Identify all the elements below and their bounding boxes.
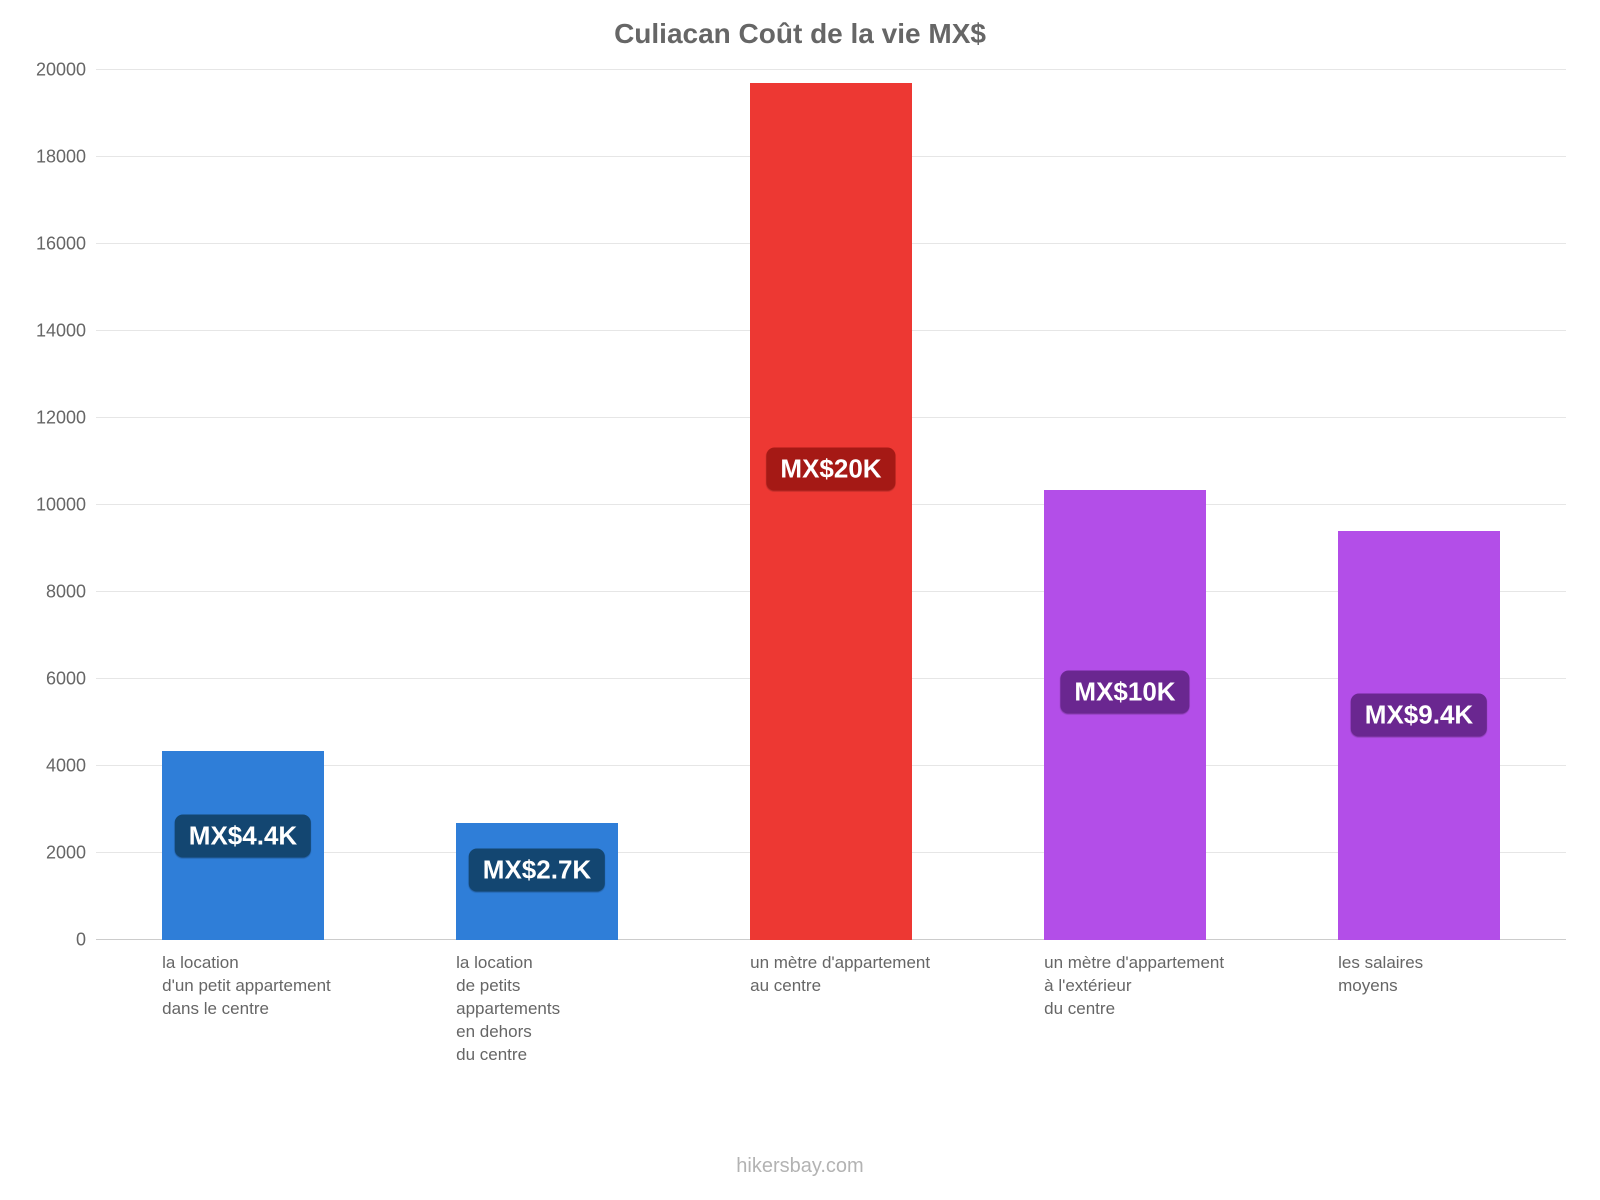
bar — [1044, 490, 1206, 940]
x-tick-label: un mètre d'appartement au centre — [750, 940, 1029, 998]
bar — [750, 83, 912, 940]
value-badge: MX$9.4K — [1351, 694, 1487, 737]
chart-title: Culiacan Coût de la vie MX$ — [0, 18, 1600, 50]
x-tick-label: la location d'un petit appartement dans … — [162, 940, 441, 1021]
y-tick-label: 16000 — [36, 234, 96, 255]
value-badge: MX$4.4K — [175, 814, 311, 857]
x-tick-label: les salaires moyens — [1338, 940, 1600, 998]
chart-caption: hikersbay.com — [0, 1155, 1600, 1178]
value-badge: MX$20K — [766, 447, 895, 490]
y-tick-label: 0 — [76, 930, 96, 951]
gridline — [96, 69, 1566, 70]
y-tick-label: 20000 — [36, 60, 96, 81]
plot-area: 0200040006000800010000120001400016000180… — [96, 70, 1566, 940]
x-tick-label: un mètre d'appartement à l'extérieur du … — [1044, 940, 1323, 1021]
y-tick-label: 10000 — [36, 495, 96, 516]
value-badge: MX$2.7K — [469, 849, 605, 892]
y-tick-label: 2000 — [46, 843, 96, 864]
x-tick-label: la location de petits appartements en de… — [456, 940, 735, 1067]
y-tick-label: 6000 — [46, 669, 96, 690]
value-badge: MX$10K — [1060, 671, 1189, 714]
y-tick-label: 8000 — [46, 582, 96, 603]
y-tick-label: 12000 — [36, 408, 96, 429]
y-tick-label: 18000 — [36, 147, 96, 168]
cost-of-living-chart: Culiacan Coût de la vie MX$ 020004000600… — [0, 0, 1600, 1200]
y-tick-label: 4000 — [46, 756, 96, 777]
y-tick-label: 14000 — [36, 321, 96, 342]
